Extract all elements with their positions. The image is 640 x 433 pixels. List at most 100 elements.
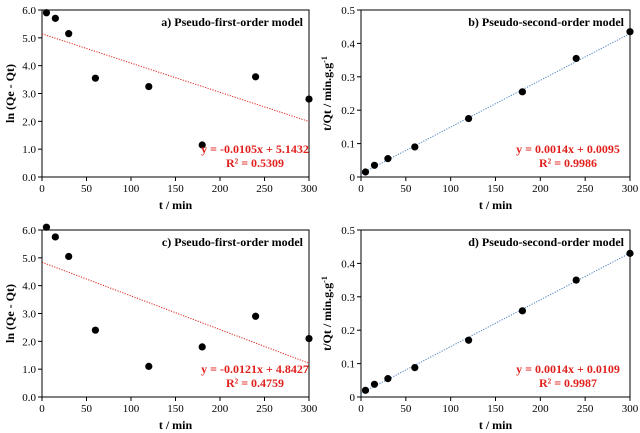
x-axis-label: t / min <box>159 418 193 432</box>
x-tick-label: 100 <box>123 403 140 415</box>
data-point <box>198 343 206 351</box>
x-tick-label: 250 <box>256 403 273 415</box>
data-point <box>42 223 51 231</box>
y-tick-label: 6.0 <box>22 5 36 17</box>
x-tick-label: 200 <box>532 403 549 415</box>
trend-line <box>42 261 309 364</box>
chart-panel-a: 0 50 100 150 200 250 300 0.0 1.0 2.0 3.0 4.0 5.0 6.0 t… <box>3 5 318 212</box>
data-point <box>572 54 580 63</box>
data-point <box>91 326 99 334</box>
x-tick-label: 300 <box>301 183 318 195</box>
x-tick-label: 100 <box>123 183 140 195</box>
chart-panel-d: 0 50 100 150 200 250 300 0 0.1 0.2 0.3 0.4 0.5 t / mi… <box>320 225 639 432</box>
x-tick-label: 100 <box>442 403 459 415</box>
y-tick-label: 6.0 <box>22 225 36 237</box>
x-tick-label: 50 <box>400 183 412 195</box>
data-point <box>626 249 634 257</box>
regression-equation: y = -0.0105x + 5.1432 <box>201 142 309 156</box>
x-tick-label: 200 <box>212 403 229 415</box>
x-tick-label: 250 <box>577 403 594 415</box>
y-tick-label: 2.0 <box>22 116 36 128</box>
x-tick-label: 150 <box>167 403 184 415</box>
y-axis-label-exponent: -1 <box>320 276 329 283</box>
data-point <box>370 161 379 169</box>
chart-panel-b: 0 50 100 150 200 250 300 0 0.1 0.2 0.3 0.4 0.5 t / mi… <box>320 5 639 212</box>
data-point <box>51 14 59 22</box>
data-point <box>572 276 580 284</box>
x-tick-label: 50 <box>81 403 93 415</box>
y-axis-label: ln (Qe - Qt) <box>3 284 17 343</box>
x-tick-label: 250 <box>256 183 273 195</box>
data-point <box>370 380 379 388</box>
data-point <box>65 30 73 38</box>
chart-title: b) Pseudo-second-order model <box>468 15 624 29</box>
x-tick-label: 300 <box>622 183 639 195</box>
x-tick-label: 300 <box>301 403 318 415</box>
x-tick-label: 200 <box>532 183 549 195</box>
y-tick-label: 0.1 <box>341 139 355 151</box>
y-tick-label: 0 <box>350 172 356 184</box>
x-tick-label: 150 <box>487 403 504 415</box>
y-axis-label-exponent: -1 <box>320 56 329 63</box>
x-tick-label: 50 <box>81 183 93 195</box>
data-point <box>91 74 99 82</box>
x-tick-label: 50 <box>400 403 412 415</box>
y-tick-label: 0.5 <box>341 225 355 237</box>
data-point <box>465 114 473 123</box>
chart-title: d) Pseudo-second-order model <box>468 235 624 249</box>
data-point <box>145 362 153 370</box>
r-squared-value: R² = 0.9987 <box>539 376 597 390</box>
trend-line <box>42 33 309 122</box>
x-tick-label: 300 <box>622 403 639 415</box>
y-axis-label: t/Qt / min.g.g-1 <box>320 56 335 131</box>
trend-line <box>361 252 630 394</box>
y-tick-label: 2.0 <box>22 336 36 348</box>
y-tick-label: 1.0 <box>22 144 36 156</box>
y-tick-label: 4.0 <box>22 61 36 73</box>
data-point <box>198 141 206 149</box>
regression-equation: y = 0.0014x + 0.0095 <box>516 142 620 156</box>
x-tick-label: 250 <box>577 183 594 195</box>
r-squared-value: R² = 0.5309 <box>226 156 284 170</box>
y-tick-label: 5.0 <box>22 253 36 265</box>
x-tick-label: 0 <box>358 183 364 195</box>
x-tick-label: 0 <box>39 403 45 415</box>
chart-panel-c: 0 50 100 150 200 250 300 0.0 1.0 2.0 3.0 4.0 5.0 6.0 t… <box>3 223 318 432</box>
regression-equation: y = 0.0014x + 0.0109 <box>516 362 620 376</box>
y-tick-label: 0.2 <box>341 105 355 117</box>
y-axis-label: ln (Qe - Qt) <box>3 64 17 123</box>
y-tick-label: 0.2 <box>341 325 355 337</box>
r-squared-value: R² = 0.9986 <box>539 156 597 170</box>
y-tick-label: 0.4 <box>341 258 355 270</box>
y-tick-label: 5.0 <box>22 33 36 45</box>
data-point <box>384 375 392 383</box>
y-tick-label: 0.3 <box>341 292 355 304</box>
x-tick-label: 0 <box>358 403 364 415</box>
data-point <box>411 143 419 151</box>
data-point <box>252 312 260 320</box>
trend-line <box>361 33 630 175</box>
x-tick-label: 100 <box>442 183 459 195</box>
x-tick-label: 150 <box>167 183 184 195</box>
x-tick-label: 0 <box>39 183 45 195</box>
y-tick-label: 0.5 <box>341 5 355 17</box>
y-tick-label: 0.0 <box>22 172 36 184</box>
data-point <box>305 334 313 343</box>
data-point <box>465 336 473 344</box>
y-tick-label: 1.0 <box>22 364 36 376</box>
data-point <box>411 364 419 372</box>
chart-title: c) Pseudo-first-order model <box>162 235 304 249</box>
data-point <box>42 9 51 17</box>
x-axis-label: t / min <box>159 198 193 212</box>
data-point <box>305 95 313 103</box>
y-tick-label: 3.0 <box>22 309 36 321</box>
data-point <box>626 28 634 36</box>
y-tick-label: 0.1 <box>341 359 355 371</box>
chart-title: a) Pseudo-first-order model <box>161 15 303 29</box>
x-tick-label: 200 <box>212 183 229 195</box>
y-tick-label: 4.0 <box>22 281 36 293</box>
data-point <box>518 88 527 96</box>
y-tick-label: 3.0 <box>22 89 36 101</box>
data-point <box>518 307 527 315</box>
